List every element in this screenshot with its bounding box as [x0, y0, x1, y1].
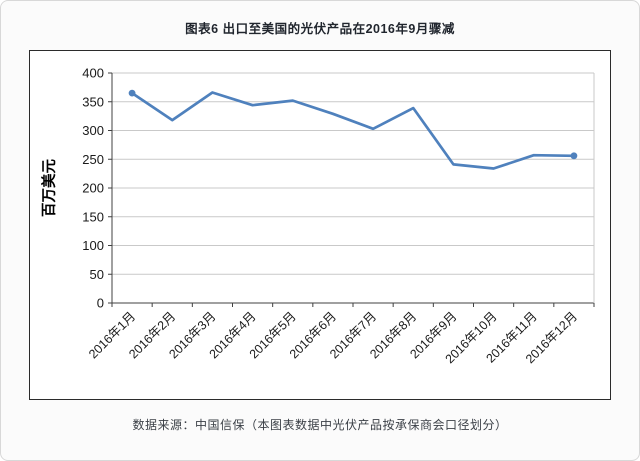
y-tick-label: 0: [97, 296, 104, 311]
y-tick-label: 100: [82, 238, 104, 253]
data-source-caption: 数据来源：中国信保（本图表数据中光伏产品按承保商会口径划分）: [132, 418, 508, 432]
y-tick-label: 150: [82, 209, 104, 224]
y-tick-label: 250: [82, 152, 104, 167]
y-tick-label: 350: [82, 94, 104, 109]
line-chart-svg: 0501001502002503003504002016年1月2016年2月20…: [40, 66, 595, 366]
chart-title: 图表6 出口至美国的光伏产品在2016年9月骤减: [185, 22, 455, 36]
series-line: [130, 91, 576, 170]
y-axis-title: 百万美元: [40, 159, 58, 217]
y-tick-label: 200: [82, 181, 104, 196]
y-tick-label: 50: [90, 267, 104, 282]
series-point-marker: [128, 89, 136, 97]
y-tick-label: 400: [82, 66, 104, 81]
chart-area: 0 50 100 150 200 250 300 350 400 2016年1月 2016年2月 20…: [29, 50, 611, 400]
series-point-marker: [570, 152, 578, 160]
y-tick-label: 300: [82, 123, 104, 138]
